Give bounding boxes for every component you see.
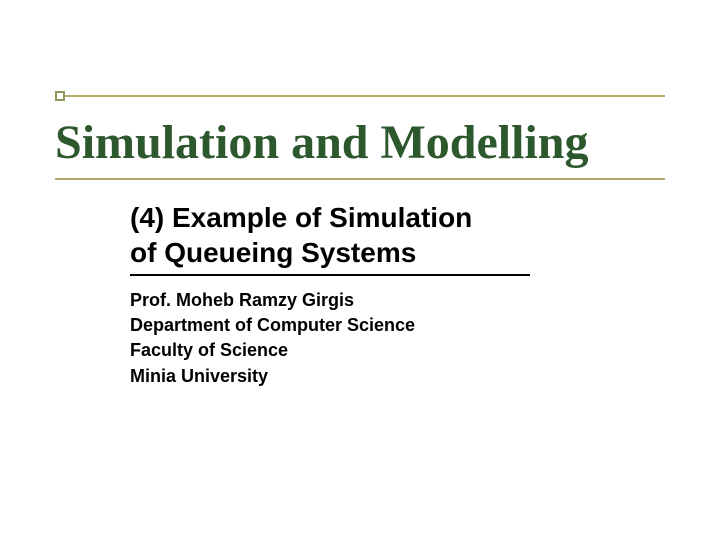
title-slide: Simulation and Modelling (4) Example of … [0,0,720,540]
main-title: Simulation and Modelling [55,118,588,168]
author-details: Prof. Moheb Ramzy Girgis Department of C… [130,288,415,389]
subtitle-underline-rule [130,274,530,276]
top-horizontal-rule [55,95,665,97]
subtitle-line-2: of Queueing Systems [130,235,472,270]
faculty: Faculty of Science [130,338,415,363]
accent-square-icon [55,91,65,101]
subtitle: (4) Example of Simulation of Queueing Sy… [130,200,472,270]
university: Minia University [130,364,415,389]
department: Department of Computer Science [130,313,415,338]
title-underline-rule [55,178,665,180]
subtitle-line-1: (4) Example of Simulation [130,200,472,235]
author-name: Prof. Moheb Ramzy Girgis [130,288,415,313]
